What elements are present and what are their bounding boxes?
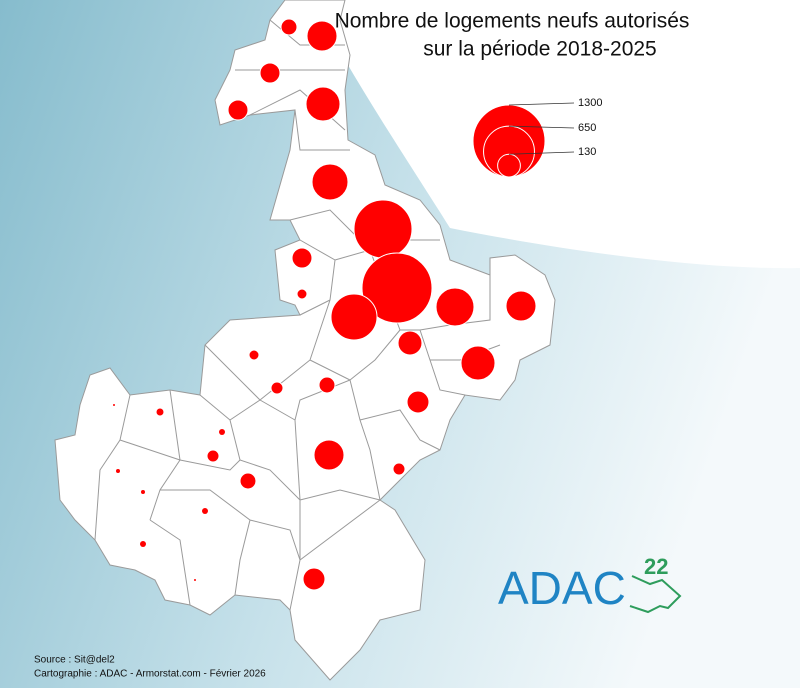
commune-circle: [305, 86, 341, 122]
land-area: [300, 0, 800, 269]
commune-circle: [280, 18, 298, 36]
logo-number: 22: [644, 554, 668, 579]
commune-circle: [311, 163, 349, 201]
commune-circle: [227, 99, 249, 121]
commune-circle: [353, 199, 413, 259]
commune-circle: [397, 330, 423, 356]
legend-label: 130: [578, 146, 596, 158]
commune-circle: [318, 376, 336, 394]
legend-label: 1300: [578, 97, 602, 109]
commune-circle: [406, 390, 430, 414]
title-line: Nombre de logements neufs autorisés: [335, 10, 690, 33]
commune-circle: [435, 287, 475, 327]
commune-circle: [248, 349, 260, 361]
legend-circle: [497, 153, 521, 178]
title-line: sur la période 2018-2025: [423, 38, 657, 61]
logo-text: ADAC: [498, 562, 626, 614]
logo-shape: [629, 575, 682, 614]
logo: ADAC 22: [498, 554, 682, 614]
commune-circle: [140, 541, 146, 547]
commune-circle: [206, 449, 220, 463]
commune-circle: [155, 407, 165, 417]
territory: [54, 0, 556, 681]
commune-circle: [141, 490, 145, 494]
legend-leader: [508, 125, 575, 129]
legend-leader: [508, 102, 575, 106]
commune-circle: [460, 345, 496, 381]
legend-leader: [508, 151, 575, 155]
commune-circle: [270, 381, 284, 395]
credits: Cartographie : ADAC - Armorstat.com - Fé…: [34, 669, 266, 680]
commune-circle: [202, 508, 208, 514]
commune-circle: [302, 567, 326, 591]
commune-circle: [194, 579, 196, 581]
commune-circle: [259, 62, 281, 84]
commune-circle: [330, 293, 378, 341]
commune-circle: [392, 462, 406, 476]
commune-circle: [306, 20, 338, 52]
legend-label: 650: [578, 122, 596, 134]
commune-circle: [296, 288, 308, 300]
commune-borders: [94, 19, 501, 611]
commune-circle: [219, 429, 225, 435]
commune-circle: [239, 472, 257, 490]
commune-circle: [113, 404, 115, 406]
commune-circle: [505, 290, 537, 322]
commune-circle: [313, 439, 345, 471]
source: Source : Sit@del2: [34, 655, 115, 666]
circles: 1300 650 130: [113, 18, 602, 591]
commune-circle: [291, 247, 313, 269]
commune-circle: [361, 252, 433, 324]
commune-circle: [116, 469, 120, 473]
